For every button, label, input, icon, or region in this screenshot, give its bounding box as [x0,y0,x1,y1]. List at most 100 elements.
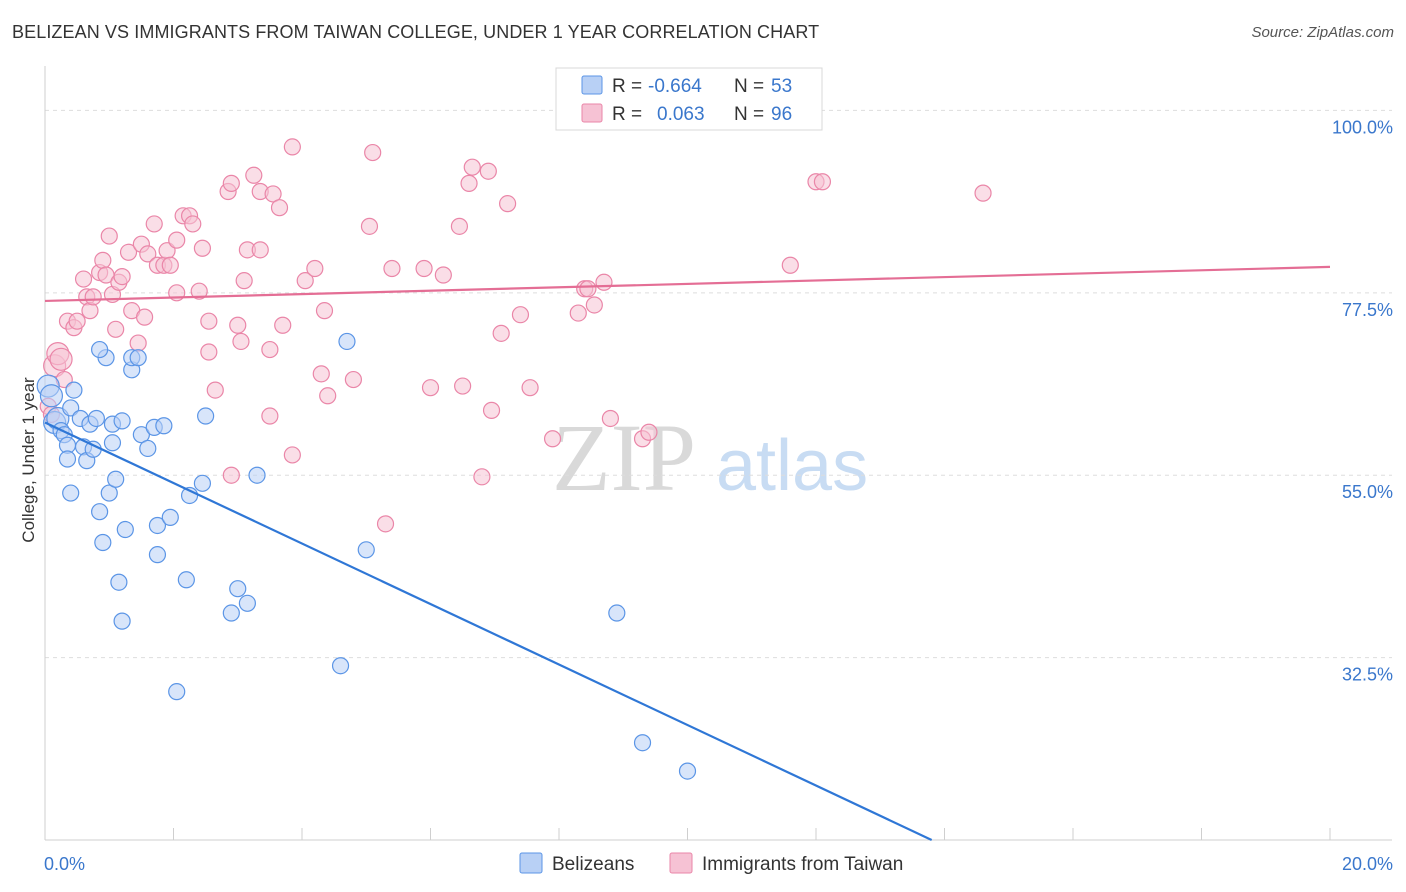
taiwan-point [68,312,86,330]
belizean-point [39,384,64,408]
trend-line-taiwan [44,265,1331,303]
legend-taiwan-swatch [669,852,693,874]
legend-blue-r-value: -0.664 [648,76,702,97]
belizean-point [148,546,167,564]
taiwan-point [232,332,250,351]
axes [44,66,1392,841]
trend-lines [44,265,1331,841]
taiwan-point [319,387,337,405]
taiwan-point [421,379,440,397]
belizean-point [168,683,186,701]
taiwan-point [344,370,362,389]
belizean-point [238,594,256,612]
taiwan-point [222,174,240,192]
taiwan-point [585,296,603,314]
taiwan-point [463,158,481,176]
legend-bottom: Belizeans Immigrants from Taiwan [519,852,903,875]
legend-pink-r-value: 0.063 [657,104,705,125]
taiwan-point [113,268,131,286]
taiwan-point [781,256,799,274]
taiwan-point [193,239,212,257]
chart-title: BELIZEAN VS IMMIGRANTS FROM TAIWAN COLLE… [12,22,820,42]
taiwan-point [168,231,186,249]
belizean-point [113,612,131,630]
legend-blue-n-value: 53 [771,76,792,97]
taiwan-point [135,308,154,326]
belizean-point [110,573,128,591]
taiwan-point [74,270,93,288]
taiwan-point [261,407,279,425]
belizean-point [177,571,195,589]
legend-belizeans-swatch [519,852,543,874]
belizean-point [62,399,80,417]
taiwan-point [261,340,279,359]
taiwan-point [521,379,539,397]
belizean-point [107,470,125,488]
taiwan-point [813,173,832,191]
source-label: Source: ZipAtlas.com [1251,24,1394,41]
taiwan-point [454,377,472,395]
belizean-point [116,520,134,539]
taiwan-point [84,288,102,306]
belizean-point [222,604,240,622]
taiwan-point [460,174,478,192]
taiwan-point [492,324,510,342]
taiwan-point [107,320,125,338]
taiwan-point [482,401,501,419]
taiwan-point [235,272,253,290]
legend-top: R = -0.664 N = 53 R = 0.063 N = 96 [555,67,823,131]
legend-pink-r-label: R = [612,104,642,125]
taiwan-point [145,215,163,233]
belizean-point [229,580,247,598]
belizean-point [148,516,167,535]
belizean-point [94,533,112,552]
taiwan-point [129,334,147,352]
taiwan-point [200,343,218,361]
belizean-point [155,417,173,435]
taiwan-point [139,245,157,263]
belizean-point [161,508,179,526]
taiwan-point [184,215,202,233]
taiwan-point [270,199,289,217]
taiwan-point [283,138,301,156]
taiwan-point [100,227,118,245]
taiwan-point [49,347,73,371]
belizean-point [103,434,122,452]
taiwan-point [119,243,138,261]
belizean-point [58,450,77,468]
taiwan-point [415,259,433,278]
y-tick-label-3: 32.5% [1342,665,1393,685]
y-tick-labels: 100.0% 77.5% 55.0% 32.5% [1332,117,1393,684]
belizean-point [678,762,697,780]
taiwan-point [264,185,282,203]
watermark-atlas: atlas [716,426,868,506]
belizean-point [193,474,212,492]
belizean-point [357,541,375,559]
taiwan-point [601,409,620,428]
taiwan-point [511,306,530,324]
belizean-point [139,439,157,458]
taiwan-point [569,304,587,322]
taiwan-point [161,256,179,274]
taiwan-point [229,316,247,334]
x-tick-label-1: 20.0% [1342,854,1393,874]
belizean-point [100,484,118,502]
taiwan-point [222,466,240,484]
taiwan-point [595,273,613,291]
taiwan-point [274,316,292,334]
y-tick-label-1: 77.5% [1342,300,1393,320]
belizean-point [608,604,626,622]
taiwan-point [245,166,263,184]
legend-blue-r-label: R = [612,76,642,97]
legend-belizeans-label: Belizeans [552,854,634,875]
taiwan-point [479,162,497,180]
x-tick-labels: 0.0% 20.0% [44,854,1393,874]
taiwan-point [251,241,269,259]
taiwan-point [206,381,224,399]
series-blue-points [36,332,697,780]
taiwan-point [434,266,452,284]
taiwan-point [200,312,218,330]
belizean-point [65,381,83,399]
taiwan-point [94,251,112,269]
